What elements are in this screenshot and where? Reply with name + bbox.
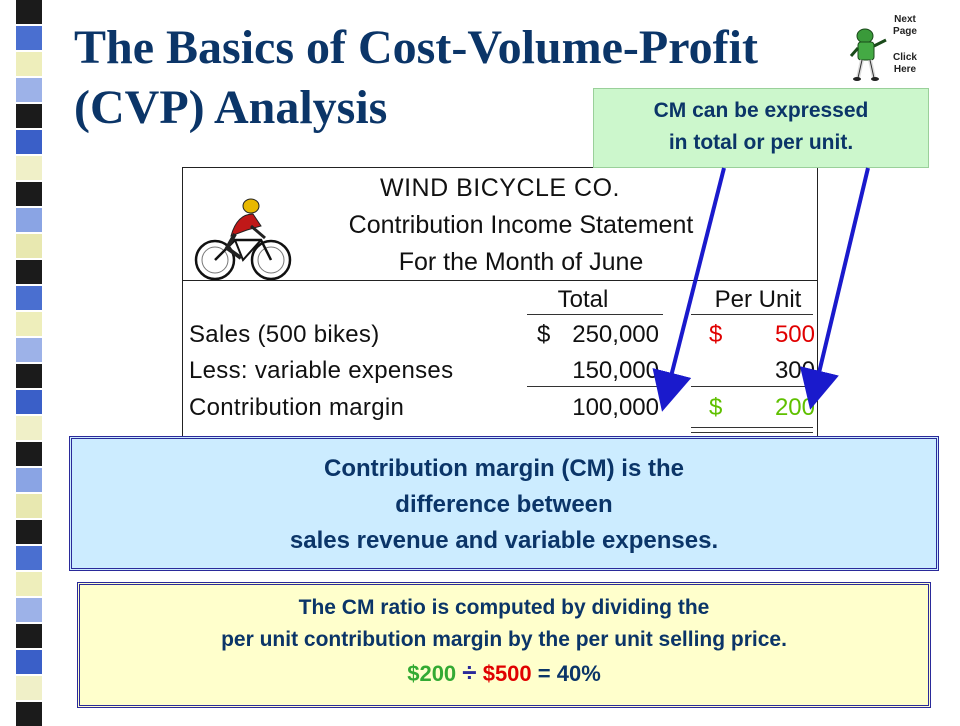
strip-block — [16, 312, 42, 336]
company-name: WIND BICYCLE CO. — [380, 174, 620, 202]
per-unit-contribution-margin: 200 — [774, 394, 815, 421]
strip-block — [16, 494, 42, 518]
ratio-line-2: per unit contribution margin by the per … — [221, 628, 787, 651]
total-contribution-margin: 100,000 — [572, 394, 659, 421]
total-variable-expenses: 150,000 — [572, 357, 659, 384]
formula-operator: ÷ — [462, 657, 477, 687]
strip-block — [16, 650, 42, 674]
strip-block — [16, 26, 42, 50]
ratio-line-1: The CM ratio is computed by dividing the — [298, 596, 710, 619]
strip-block — [16, 364, 42, 388]
row-label-sales: Sales (500 bikes) — [189, 321, 380, 348]
callout-line-1: CM can be expressed — [653, 99, 869, 122]
cyclist-icon — [194, 198, 292, 281]
strip-block — [16, 0, 42, 24]
title-line-1: The Basics of Cost-Volume-Profit — [74, 21, 758, 74]
row-label-contribution-margin: Contribution margin — [189, 394, 405, 421]
statement-period: For the Month of June — [398, 248, 644, 276]
double-rule-bottom — [691, 432, 813, 433]
unit-prefix-contribution-margin: $ — [709, 394, 723, 421]
strip-block — [16, 390, 42, 414]
statement-name: Contribution Income Statement — [348, 211, 694, 239]
cm-ratio-box: The CM ratio is computed by dividing the… — [77, 582, 931, 708]
double-rule-top — [691, 427, 813, 428]
strip-block — [16, 286, 42, 310]
strip-block — [16, 130, 42, 154]
column-rule-per-unit — [691, 314, 813, 315]
strip-block — [16, 104, 42, 128]
definition-line-2: difference between — [395, 491, 613, 518]
next-page-label: Next Page — [893, 14, 917, 37]
cm-definition-box: Contribution margin (CM) is the differen… — [69, 436, 939, 571]
subtotal-rule-total — [527, 386, 663, 387]
strip-block — [16, 182, 42, 206]
formula-numerator: $200 — [407, 661, 457, 686]
strip-block — [16, 442, 42, 466]
formula-result: = 40% — [537, 661, 601, 686]
per-unit-variable-expenses: 300 — [774, 357, 815, 384]
strip-block — [16, 624, 42, 648]
unit-prefix-sales: $ — [709, 321, 723, 348]
subtotal-rule-per-unit — [691, 386, 813, 387]
strip-block — [16, 78, 42, 102]
callout-line-2: in total or per unit. — [668, 131, 854, 154]
strip-block — [16, 520, 42, 544]
strip-block — [16, 676, 42, 700]
strip-block — [16, 338, 42, 362]
income-statement: WIND BICYCLE CO. Contribution Income Sta… — [182, 167, 818, 447]
strip-block — [16, 156, 42, 180]
next-page-button[interactable]: Next Page Click Here — [848, 12, 926, 82]
strip-block — [16, 702, 42, 726]
total-sales: 250,000 — [572, 321, 659, 348]
strip-block — [16, 598, 42, 622]
title-line-2: (CVP) Analysis — [74, 81, 388, 134]
strip-block — [16, 572, 42, 596]
definition-line-1: Contribution margin (CM) is the — [324, 455, 684, 482]
cm-ratio-formula: $200 ÷ $500 = 40% — [407, 657, 601, 687]
per-unit-sales: 500 — [774, 321, 815, 348]
total-prefix-sales: $ — [537, 321, 551, 348]
strip-block — [16, 234, 42, 258]
strip-block — [16, 208, 42, 232]
strip-block — [16, 52, 42, 76]
column-header-total: Total — [557, 286, 609, 313]
cm-expression-callout: CM can be expressed in total or per unit… — [593, 88, 929, 168]
strip-block — [16, 468, 42, 492]
formula-denominator: $500 — [482, 661, 532, 686]
strip-block — [16, 546, 42, 570]
column-rule-total — [527, 314, 663, 315]
row-label-variable-expenses: Less: variable expenses — [189, 357, 454, 384]
decorative-side-strip — [16, 0, 42, 726]
column-header-per-unit: Per Unit — [714, 286, 802, 313]
definition-line-3: sales revenue and variable expenses. — [289, 527, 719, 554]
strip-block — [16, 416, 42, 440]
click-here-label: Click Here — [893, 52, 917, 75]
header-divider — [183, 280, 817, 281]
slide-title: The Basics of Cost-Volume-Profit (CVP) A… — [74, 18, 854, 138]
strip-block — [16, 260, 42, 284]
football-player-icon — [849, 28, 887, 81]
